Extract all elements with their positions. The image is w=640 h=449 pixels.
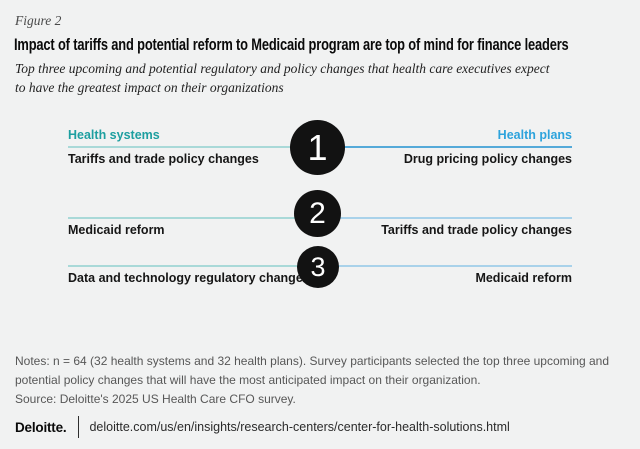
rank-number: 2 <box>309 196 326 230</box>
row2-health-plans-item: Tariffs and trade policy changes <box>381 223 572 237</box>
figure-label: Figure 2 <box>15 13 62 28</box>
figure-title: Impact of tariffs and potential reform t… <box>14 36 569 54</box>
rank-circle-3: 3 <box>297 246 339 288</box>
row1-right-rule <box>318 146 572 148</box>
row1-health-plans-item: Drug pricing policy changes <box>403 152 572 166</box>
column-header-health-plans: Health plans <box>497 128 572 142</box>
row2-right-rule <box>318 217 572 219</box>
column-header-health-systems: Health systems <box>68 128 160 142</box>
row3-health-plans-item: Medicaid reform <box>475 271 572 285</box>
deloitte-logo: Deloitte. <box>15 419 67 435</box>
figure-subtitle: Top three upcoming and potential regulat… <box>15 61 550 95</box>
rank-circle-2: 2 <box>294 190 341 237</box>
footer: Deloitte. deloitte.com/us/en/insights/re… <box>15 415 510 439</box>
row3-left-rule <box>68 265 318 267</box>
row2-health-systems-item: Medicaid reform <box>68 223 165 237</box>
rank-circle-1: 1 <box>290 120 345 175</box>
source-text: Source: Deloitte's 2025 US Health Care C… <box>15 392 296 406</box>
row3-health-systems-item: Data and technology regulatory changes <box>68 271 310 285</box>
row3-right-rule <box>318 265 572 267</box>
rank-number: 1 <box>307 126 328 168</box>
figure-title-wrap: Impact of tariffs and potential reform t… <box>14 36 640 55</box>
footer-url: deloitte.com/us/en/insights/research-cen… <box>89 420 510 434</box>
rank-number: 3 <box>310 251 326 282</box>
notes-text: Notes: n = 64 (32 health systems and 32 … <box>15 354 610 387</box>
row2-left-rule <box>68 217 318 219</box>
footer-divider <box>78 416 80 438</box>
row1-left-rule <box>68 146 318 148</box>
row1-health-systems-item: Tariffs and trade policy changes <box>68 152 259 166</box>
